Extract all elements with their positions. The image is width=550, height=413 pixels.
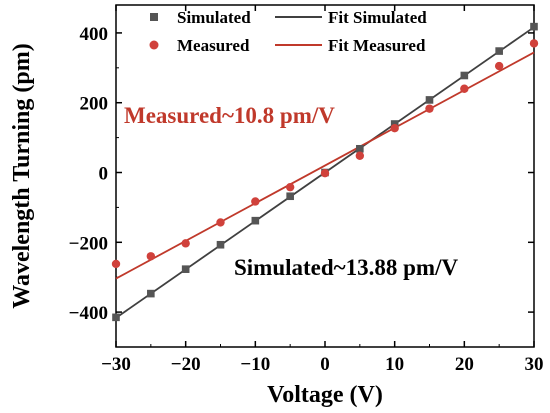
annotation-simulated: Simulated~13.88 pm/V: [234, 255, 458, 280]
data-point-measured: [355, 151, 365, 160]
data-point-measured: [216, 218, 225, 227]
data-point-simulated: [530, 22, 538, 31]
y-tick-label: 0: [99, 164, 109, 185]
data-point-measured: [460, 84, 469, 93]
legend-label-measured: Measured: [177, 36, 250, 55]
x-tick-label: −20: [171, 354, 201, 375]
data-point-simulated: [147, 289, 155, 298]
data-point-measured: [251, 197, 260, 206]
x-tick-label: 30: [525, 354, 544, 375]
legend-label-fit-measured: Fit Measured: [328, 36, 426, 55]
data-point-measured: [320, 169, 330, 178]
y-axis-label: Wavelength Turning (pm): [9, 43, 35, 308]
x-tick-label: 0: [320, 354, 330, 375]
data-point-measured: [285, 182, 295, 192]
data-point-simulated: [356, 144, 364, 153]
x-axis-label: Voltage (V): [267, 382, 383, 408]
data-point-simulated: [460, 71, 469, 80]
x-tick-label: 10: [385, 354, 404, 375]
y-tick-label: 400: [80, 24, 109, 45]
data-point-measured: [529, 39, 539, 48]
data-point-measured: [146, 252, 156, 261]
legend-label-fit-simulated: Fit Simulated: [328, 8, 427, 27]
legend-label-simulated: Simulated: [177, 8, 251, 27]
y-tick-label: 200: [80, 94, 109, 115]
data-point-simulated: [251, 216, 260, 225]
data-point-measured: [181, 239, 190, 248]
data-point-measured: [390, 123, 399, 133]
data-point-measured: [111, 259, 121, 269]
data-point-measured: [494, 61, 504, 71]
y-tick-label: −400: [69, 303, 108, 324]
data-point-simulated: [181, 265, 190, 273]
legend: Simulated Fit Simulated Measured Fit Mea…: [149, 8, 427, 55]
data-point-simulated: [216, 240, 225, 249]
legend-marker-measured: [149, 40, 159, 50]
data-point-simulated: [286, 192, 294, 201]
x-tick-label: −10: [240, 354, 270, 375]
x-tick-label: 20: [455, 354, 474, 375]
x-tick-label: −30: [101, 354, 131, 375]
data-point-simulated: [495, 47, 503, 55]
y-tick-label: −200: [69, 233, 108, 254]
data-points: [111, 22, 539, 322]
axis-ticks: −30 −20 −10 0 10 20 30 −400 −200 0 200 400: [69, 5, 544, 375]
data-point-measured: [425, 104, 434, 113]
annotation-measured: Measured~10.8 pm/V: [124, 103, 335, 128]
data-point-simulated: [425, 96, 434, 104]
fit-line-fit-measured: [115, 51, 535, 280]
legend-marker-simulated: [150, 13, 158, 21]
data-point-simulated: [112, 313, 120, 322]
